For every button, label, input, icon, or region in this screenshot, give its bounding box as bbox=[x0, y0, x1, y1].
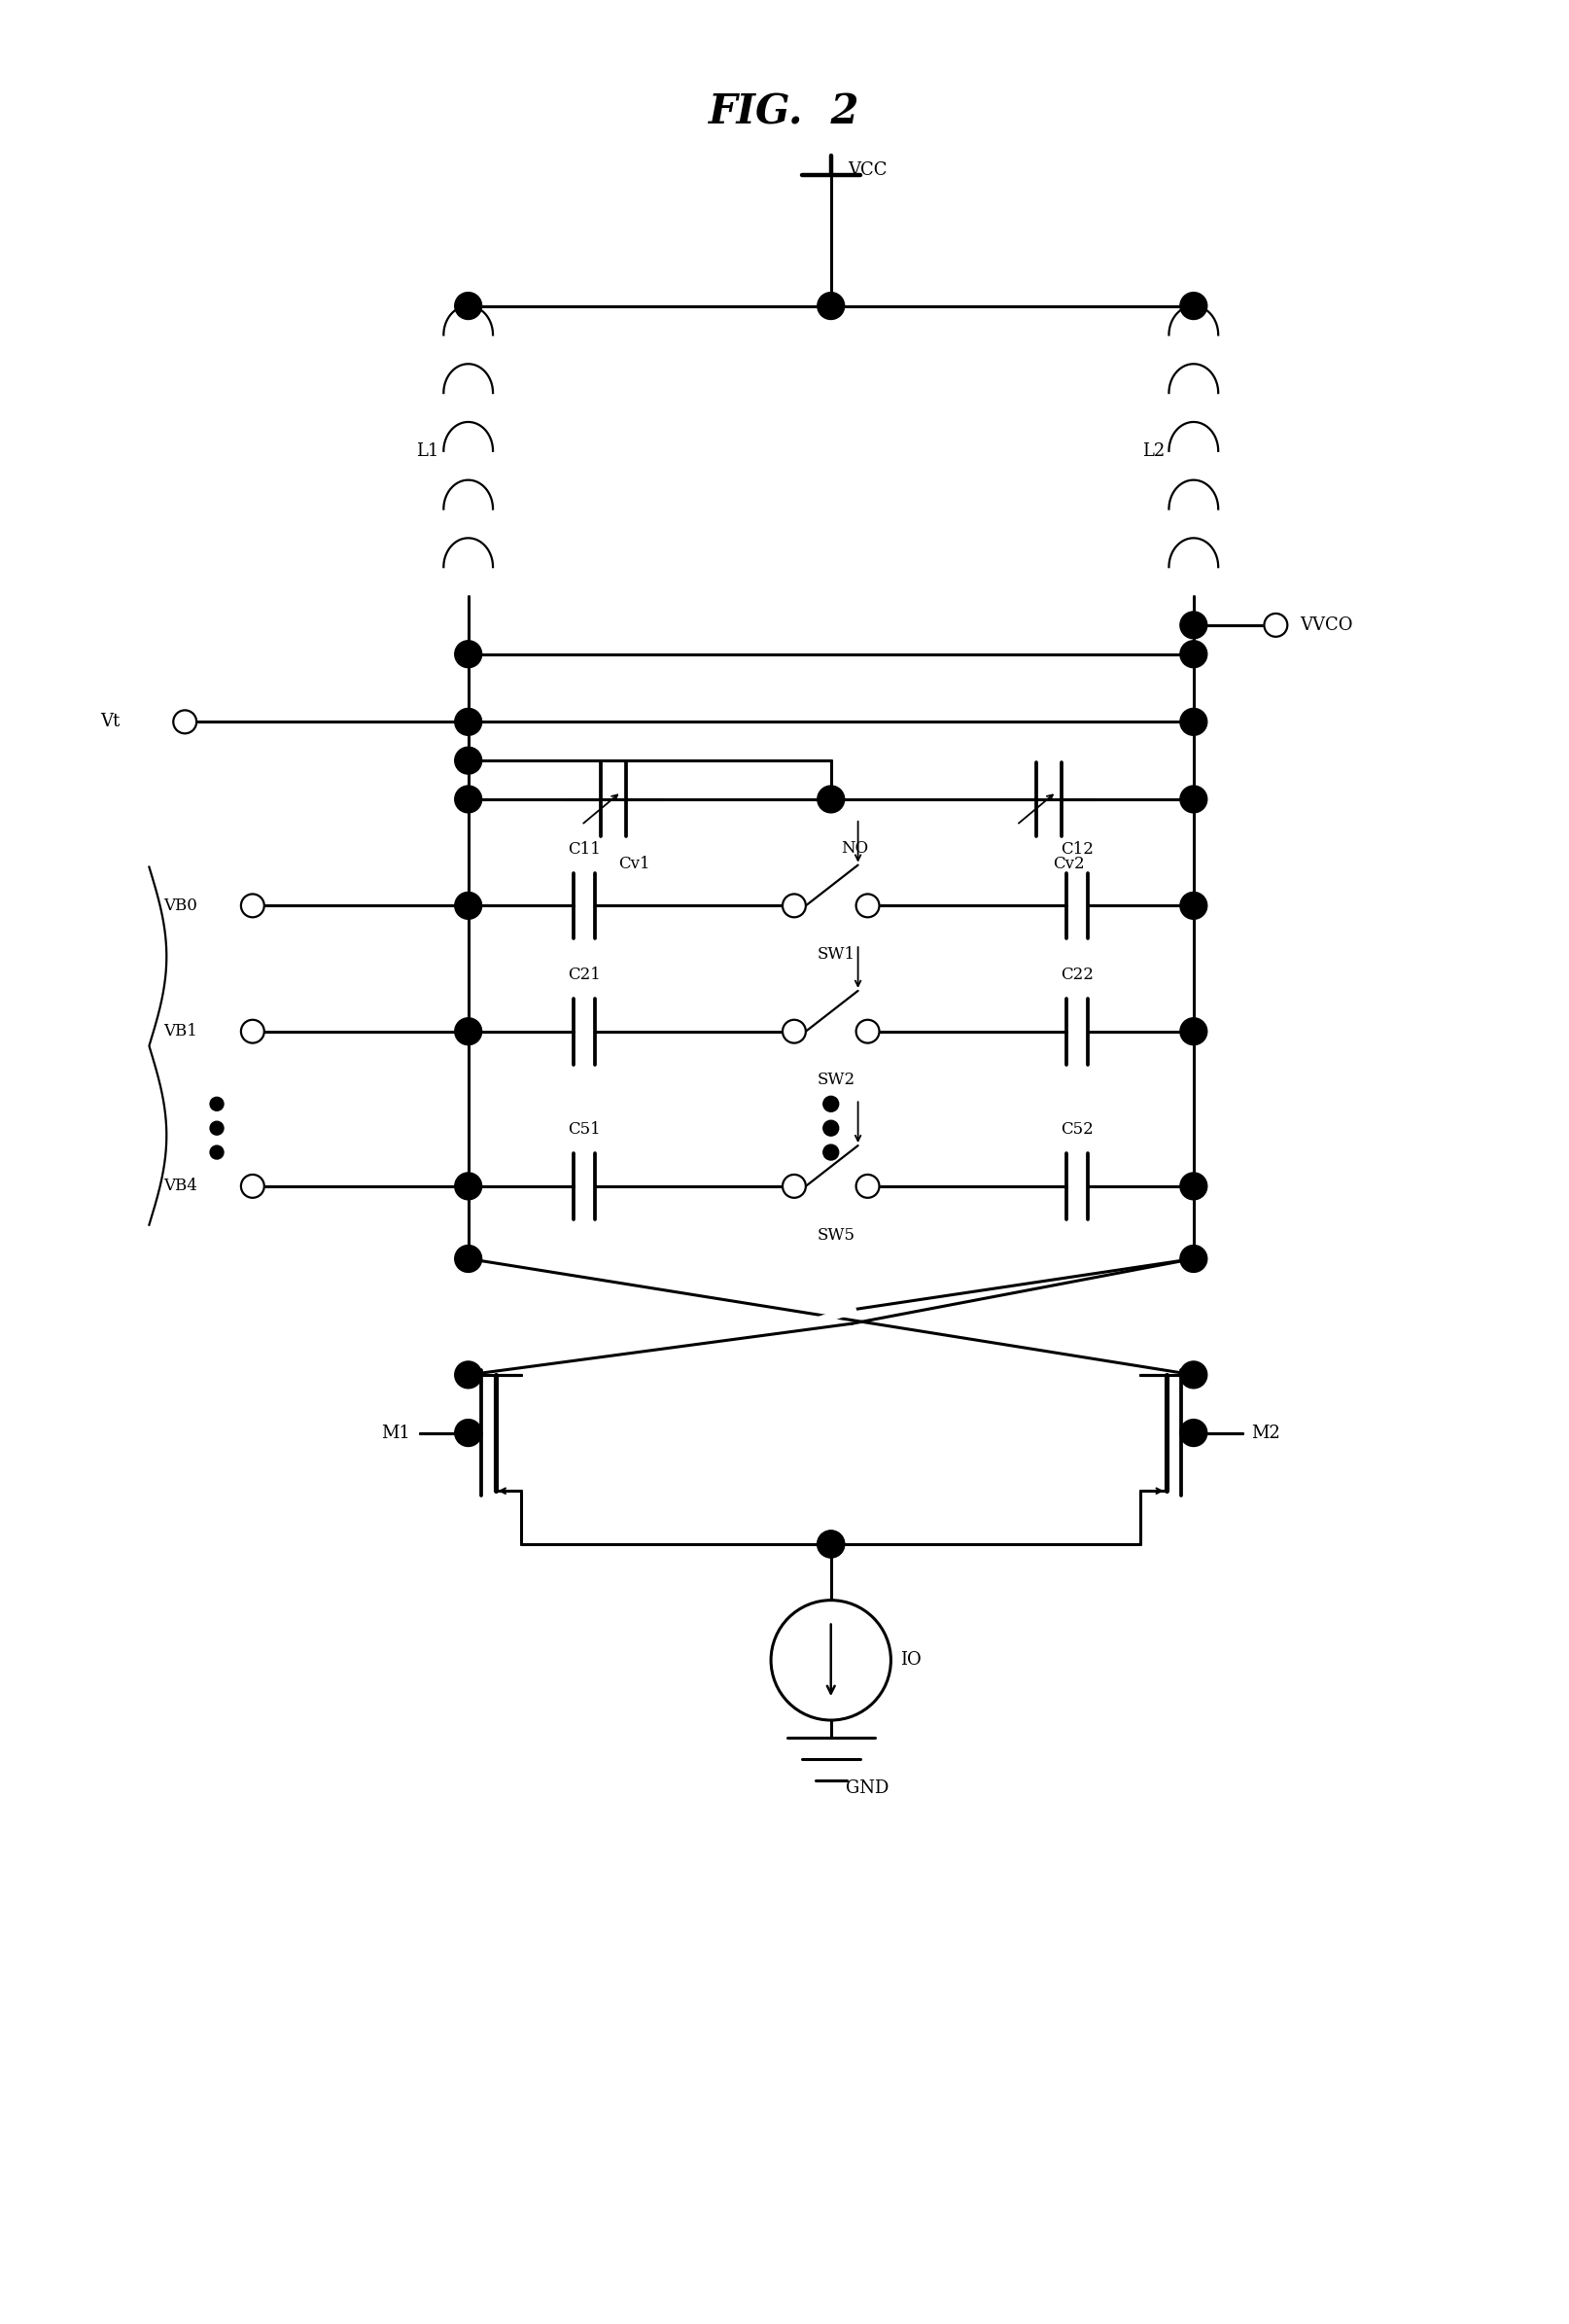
Text: C51: C51 bbox=[568, 1120, 601, 1139]
Text: M1: M1 bbox=[381, 1425, 410, 1441]
Text: Vt: Vt bbox=[100, 713, 121, 730]
Circle shape bbox=[1180, 1174, 1207, 1199]
Text: VB0: VB0 bbox=[163, 897, 198, 913]
Circle shape bbox=[770, 1601, 891, 1720]
Circle shape bbox=[455, 1246, 482, 1271]
Circle shape bbox=[455, 1018, 482, 1046]
Circle shape bbox=[817, 786, 844, 813]
Circle shape bbox=[242, 1174, 264, 1197]
Text: SW2: SW2 bbox=[817, 1071, 855, 1088]
Text: L2: L2 bbox=[1142, 442, 1164, 460]
Text: C22: C22 bbox=[1061, 967, 1094, 983]
Circle shape bbox=[455, 746, 482, 774]
Text: VB1: VB1 bbox=[163, 1023, 198, 1039]
Circle shape bbox=[857, 1174, 879, 1197]
Circle shape bbox=[817, 1532, 844, 1557]
Circle shape bbox=[1180, 1018, 1207, 1046]
Circle shape bbox=[824, 1120, 839, 1136]
Text: C12: C12 bbox=[1061, 841, 1094, 858]
Text: M2: M2 bbox=[1252, 1425, 1280, 1441]
Text: C11: C11 bbox=[568, 841, 601, 858]
Circle shape bbox=[1180, 293, 1207, 318]
Text: GND: GND bbox=[846, 1780, 888, 1796]
Circle shape bbox=[455, 1174, 482, 1199]
Circle shape bbox=[455, 641, 482, 667]
Circle shape bbox=[1180, 892, 1207, 920]
Circle shape bbox=[857, 895, 879, 918]
Circle shape bbox=[783, 1020, 806, 1043]
Circle shape bbox=[455, 709, 482, 734]
Text: VCC: VCC bbox=[849, 163, 888, 179]
Circle shape bbox=[1180, 641, 1207, 667]
Circle shape bbox=[817, 293, 844, 318]
Circle shape bbox=[1180, 1362, 1207, 1387]
Circle shape bbox=[210, 1146, 223, 1160]
Circle shape bbox=[783, 895, 806, 918]
Text: C52: C52 bbox=[1061, 1120, 1094, 1139]
Text: L1: L1 bbox=[416, 442, 439, 460]
Circle shape bbox=[455, 1362, 482, 1387]
Text: VB4: VB4 bbox=[163, 1178, 198, 1195]
Circle shape bbox=[1180, 611, 1207, 639]
Circle shape bbox=[455, 786, 482, 813]
Circle shape bbox=[210, 1122, 223, 1134]
Text: VVCO: VVCO bbox=[1301, 616, 1352, 634]
Circle shape bbox=[210, 1097, 223, 1111]
Text: SW5: SW5 bbox=[817, 1227, 855, 1243]
Circle shape bbox=[455, 293, 482, 318]
Circle shape bbox=[242, 895, 264, 918]
Circle shape bbox=[1180, 786, 1207, 813]
Text: SW1: SW1 bbox=[817, 946, 855, 962]
Circle shape bbox=[1180, 709, 1207, 734]
Text: Cv2: Cv2 bbox=[1053, 855, 1086, 872]
Text: FIG.  2: FIG. 2 bbox=[709, 93, 860, 132]
Circle shape bbox=[1180, 1246, 1207, 1271]
Text: Cv1: Cv1 bbox=[618, 855, 650, 872]
Text: NO: NO bbox=[841, 839, 868, 858]
Circle shape bbox=[857, 1020, 879, 1043]
Circle shape bbox=[824, 1146, 839, 1160]
Circle shape bbox=[455, 892, 482, 920]
Circle shape bbox=[173, 711, 196, 734]
Circle shape bbox=[1265, 614, 1288, 637]
Circle shape bbox=[1180, 1420, 1207, 1446]
Circle shape bbox=[242, 1020, 264, 1043]
Circle shape bbox=[455, 1420, 482, 1446]
Circle shape bbox=[817, 1532, 844, 1557]
Circle shape bbox=[824, 1097, 839, 1111]
Text: C21: C21 bbox=[568, 967, 601, 983]
Text: IO: IO bbox=[901, 1652, 921, 1669]
Circle shape bbox=[783, 1174, 806, 1197]
